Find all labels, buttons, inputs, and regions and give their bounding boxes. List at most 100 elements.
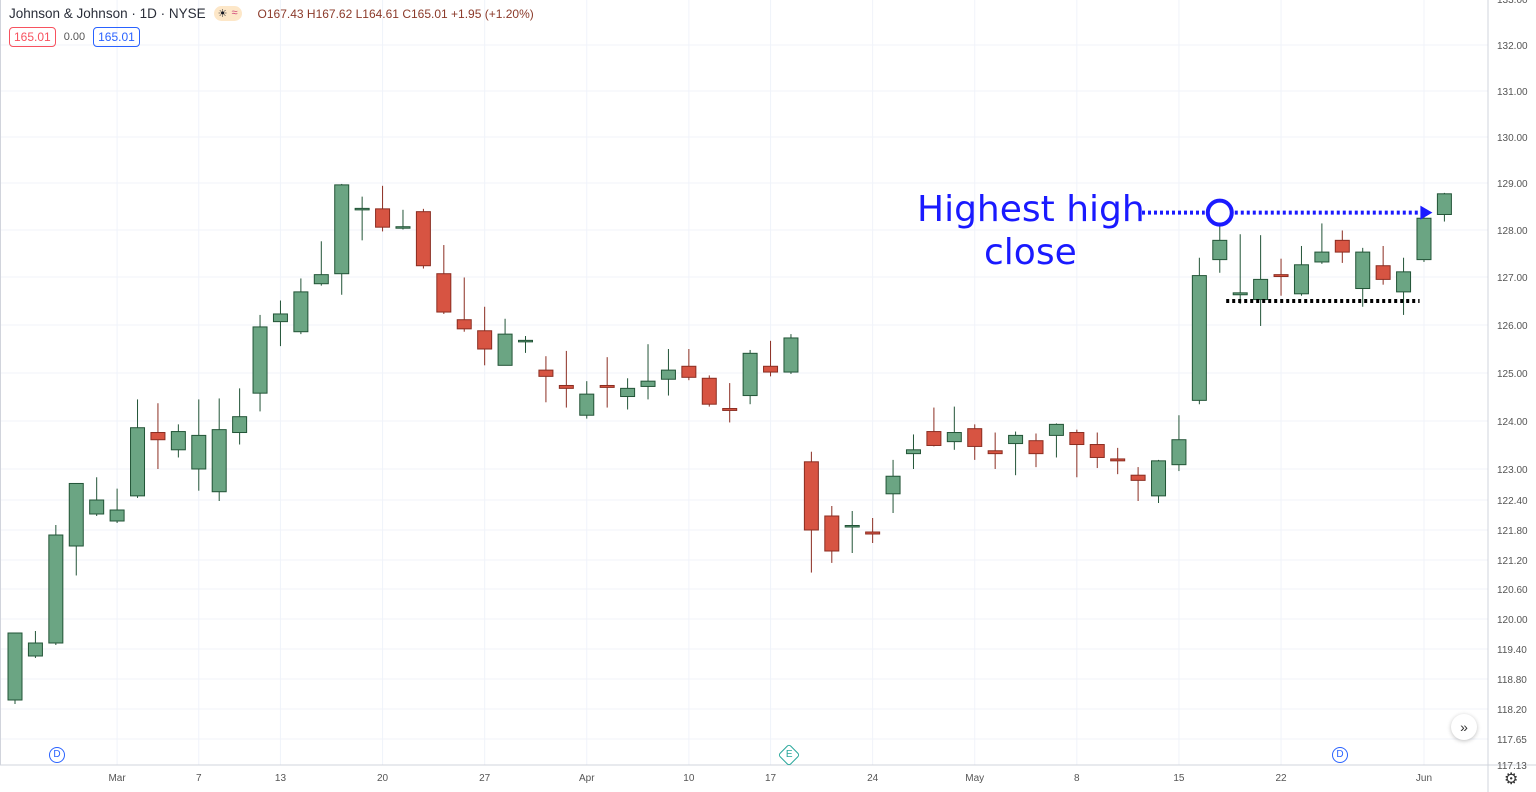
candle-body [211, 429, 227, 493]
time-tick-label: 13 [275, 773, 287, 784]
candle-body [1375, 265, 1391, 280]
candle-body [436, 273, 452, 313]
candle-body [803, 461, 819, 531]
candle-body [538, 369, 554, 377]
candle-body [926, 431, 942, 446]
annotation-text-line1: Highest high [917, 189, 1145, 230]
candle-body [967, 428, 983, 447]
candle-body [1212, 239, 1228, 261]
price-tick-label: 122.40 [1497, 496, 1528, 507]
price-tick-label: 123.00 [1497, 465, 1528, 476]
candle-body [375, 208, 391, 228]
candle-body [844, 525, 860, 528]
price-tick-label: 128.00 [1497, 226, 1528, 237]
candle-body [558, 384, 574, 389]
candle-body [681, 365, 697, 378]
candle-body [48, 534, 64, 644]
candle-body [477, 330, 493, 350]
candle-body [722, 408, 738, 411]
price-tick-label: 117.13 [1497, 761, 1527, 772]
time-tick-label: 8 [1074, 773, 1080, 784]
time-tick-label: Apr [579, 773, 595, 784]
scroll-to-realtime-button[interactable]: » [1451, 714, 1477, 740]
candle-body [1293, 264, 1309, 295]
candle-body [946, 432, 962, 443]
candle-body [1436, 193, 1452, 215]
price-tick-label: 120.00 [1497, 615, 1528, 626]
time-tick-label: May [965, 773, 984, 784]
candle-body [272, 313, 288, 323]
candle-body [905, 449, 921, 455]
candle-body [599, 384, 615, 388]
annotation-text-line2: close [984, 232, 1077, 273]
price-tick-label: 117.65 [1497, 735, 1527, 746]
candle-body [1008, 434, 1024, 445]
candle-body [1171, 439, 1187, 466]
candle-body [27, 642, 43, 657]
candle-body [130, 427, 146, 497]
candle-body [1130, 474, 1146, 481]
time-tick-label: 7 [196, 773, 202, 784]
spread-value: 0.00 [63, 31, 86, 43]
price-tick-label: 132.00 [1497, 41, 1528, 52]
candle-body [783, 337, 799, 373]
wave-icon: ≈ [231, 7, 238, 19]
candle-body [824, 515, 840, 552]
candle-body [415, 211, 431, 267]
price-tick-label: 121.20 [1497, 556, 1528, 567]
candle-body [1048, 423, 1064, 436]
candle-body [885, 475, 901, 495]
time-tick-label: 22 [1275, 773, 1287, 784]
highest-high-circle [1205, 198, 1234, 227]
price-tick-label: 126.00 [1497, 321, 1528, 332]
candle-body [1028, 440, 1044, 455]
chart-legend: Johnson & Johnson · 1D · NYSE ☀ ≈ O167.43… [9, 6, 534, 21]
candle-body [742, 352, 758, 397]
candle-body [334, 184, 350, 275]
candle-body [579, 393, 595, 416]
settings-gear-icon[interactable]: ⚙ [1504, 771, 1519, 788]
time-tick-label: 10 [683, 773, 695, 784]
candle-body [497, 333, 513, 366]
symbol-title[interactable]: Johnson & Johnson · 1D · NYSE [9, 6, 206, 21]
candle-body [1110, 458, 1126, 462]
candle-body [1334, 239, 1350, 253]
candle-body [109, 509, 125, 522]
price-tick-label: 133.00 [1497, 0, 1528, 6]
candle-body [89, 499, 105, 515]
candle-body [191, 434, 207, 470]
buy-price-button[interactable]: 165.01 [93, 27, 140, 47]
candle-body [1273, 274, 1289, 278]
candle-body [293, 291, 309, 333]
candle-body [518, 339, 533, 343]
candle-body [395, 226, 411, 229]
price-tick-label: 121.80 [1497, 526, 1528, 537]
time-tick-label: 27 [479, 773, 491, 784]
sell-price-button[interactable]: 165.01 [9, 27, 56, 47]
time-tick-label: Jun [1416, 773, 1432, 784]
candle-body [456, 319, 472, 330]
candle-body [1232, 292, 1248, 296]
candle-body [313, 274, 329, 285]
candle-body [660, 369, 676, 380]
price-tick-label: 118.20 [1497, 705, 1527, 716]
dividend-marker[interactable]: D [1332, 747, 1348, 763]
candle-body [232, 416, 248, 434]
trade-row: 165.01 0.00 165.01 [9, 27, 140, 47]
price-tick-label: 120.60 [1497, 585, 1528, 596]
price-tick-label: 124.00 [1497, 417, 1528, 428]
ohlc-values: O167.43 H167.62 L164.61 C165.01 +1.95 (+… [257, 6, 534, 21]
candle-body [68, 482, 84, 547]
candle-body [1314, 251, 1330, 263]
candle-body [1355, 251, 1371, 290]
price-tick-label: 118.80 [1497, 675, 1527, 686]
candle-body [170, 431, 186, 451]
candle-body [1089, 444, 1105, 458]
candle-body [865, 531, 881, 535]
time-tick-label: Mar [108, 773, 126, 784]
dividend-marker[interactable]: D [49, 747, 65, 763]
session-badges: ☀ ≈ [213, 6, 242, 21]
candle-body [252, 326, 268, 394]
price-tick-label: 119.40 [1497, 645, 1527, 656]
